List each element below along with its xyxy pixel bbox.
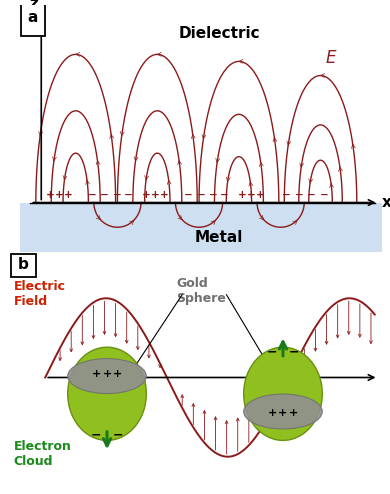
Text: a: a bbox=[27, 10, 38, 25]
Ellipse shape bbox=[244, 394, 322, 429]
Text: +: + bbox=[55, 190, 64, 200]
Text: +: + bbox=[46, 190, 55, 200]
Text: $E$: $E$ bbox=[325, 49, 338, 67]
Text: +: + bbox=[92, 369, 101, 379]
Text: −: − bbox=[307, 190, 316, 200]
Text: −: − bbox=[124, 190, 133, 200]
Text: b: b bbox=[18, 257, 28, 272]
Text: +: + bbox=[64, 190, 73, 200]
Text: −: − bbox=[184, 190, 193, 200]
Text: −: − bbox=[88, 190, 96, 200]
Text: Metal: Metal bbox=[195, 230, 243, 246]
Text: −: − bbox=[282, 190, 291, 200]
Text: −: − bbox=[289, 345, 300, 358]
Text: Dielectric: Dielectric bbox=[178, 26, 260, 41]
Text: −: − bbox=[320, 190, 328, 200]
Text: −: − bbox=[100, 190, 109, 200]
Text: z: z bbox=[30, 0, 39, 10]
Bar bbox=[20, 203, 382, 252]
FancyBboxPatch shape bbox=[11, 254, 35, 277]
Text: +: + bbox=[268, 409, 277, 418]
Text: −: − bbox=[197, 190, 205, 200]
Text: +: + bbox=[289, 409, 298, 418]
Ellipse shape bbox=[244, 347, 322, 441]
Ellipse shape bbox=[68, 359, 146, 394]
Text: Cloud: Cloud bbox=[13, 455, 53, 468]
Text: +: + bbox=[113, 369, 122, 379]
Text: +: + bbox=[247, 190, 256, 200]
Text: −: − bbox=[266, 345, 277, 358]
Text: Field: Field bbox=[13, 294, 48, 308]
Text: x: x bbox=[382, 195, 390, 210]
Text: Electron: Electron bbox=[13, 441, 71, 453]
FancyBboxPatch shape bbox=[21, 1, 44, 36]
Text: −: − bbox=[113, 428, 124, 441]
Text: +: + bbox=[103, 369, 112, 379]
Text: −: − bbox=[209, 190, 218, 200]
Text: +: + bbox=[160, 190, 169, 200]
Text: Electric: Electric bbox=[13, 280, 66, 292]
Text: +: + bbox=[151, 190, 160, 200]
Text: +: + bbox=[278, 409, 287, 418]
Text: −: − bbox=[220, 190, 229, 200]
Text: −: − bbox=[294, 190, 303, 200]
Ellipse shape bbox=[68, 347, 146, 441]
Text: +: + bbox=[142, 190, 151, 200]
Text: −: − bbox=[90, 428, 101, 441]
Text: Sphere: Sphere bbox=[176, 292, 226, 305]
Text: +: + bbox=[238, 190, 247, 200]
Text: +: + bbox=[256, 190, 265, 200]
Text: Gold: Gold bbox=[176, 277, 208, 290]
Text: −: − bbox=[113, 190, 122, 200]
